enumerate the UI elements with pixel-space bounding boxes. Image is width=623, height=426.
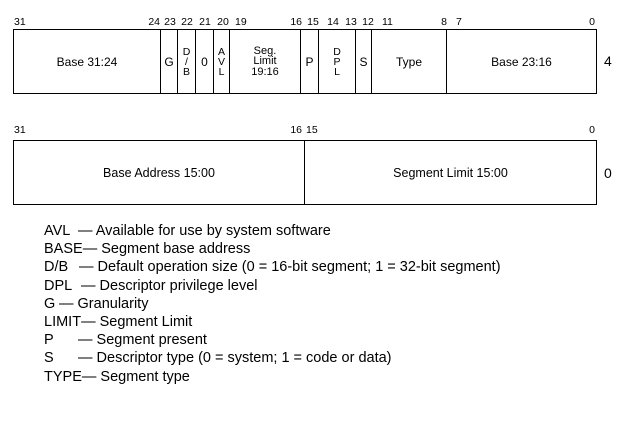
bit-21-label: 21 [199,16,211,28]
lower-bit-0-label: 0 [589,124,595,136]
field-reserved-zero-label: 0 [201,54,208,69]
legend-description: — Default operation size (0 = 16-bit seg… [79,259,501,276]
field-seg-limit-line-2: Limit [253,55,277,68]
legend-item: D/B — Default operation size (0 = 16-bit … [44,258,501,276]
legend-term: LIMIT [44,314,82,331]
legend-description: — Segment type [81,368,190,385]
bit-14-label: 14 [327,16,339,28]
legend-description: — Descriptor type (0 = system; 1 = code … [78,350,392,367]
field-p: P [301,30,319,93]
legend-term: D/B [44,259,69,276]
field-db: D / B [178,30,196,93]
legend-item: AVL — Available for use by system softwar… [44,222,501,240]
field-g: G [161,30,178,93]
bit-20-label: 20 [217,16,229,28]
field-g-label: G [164,54,174,69]
field-base-23-16: Base 23:16 [447,30,596,93]
legend-item: G — Granularity [44,295,501,313]
upper-offset-label: 4 [604,53,612,69]
field-base-31-24: Base 31:24 [14,30,161,93]
legend-item: DPL — Descriptor privilege level [44,277,501,295]
field-avl-line-2: V [217,55,225,68]
field-type-label: Type [395,54,422,69]
field-type: Type [372,30,447,93]
legend-description: — Segment present [78,332,207,349]
bit-12-label: 12 [362,16,374,28]
field-dpl: D P L [319,30,356,93]
field-avl-line-3: L [218,65,225,78]
bit-19-label: 19 [235,16,247,28]
legend-item: BASE — Segment base address [44,240,501,258]
lower-offset-label: 0 [604,165,612,181]
field-p-label: P [305,54,314,69]
bit-11-label: 11 [382,16,393,28]
field-base-address-15-00: Base Address 15:00 [14,141,305,204]
field-dpl-line-2: P [333,55,341,68]
field-s: S [356,30,372,93]
field-base-address-label: Base Address 15:00 [103,165,215,180]
legend-term: DPL [44,277,73,294]
bit-24-label: 24 [148,16,160,28]
legend-description: — Segment base address [82,241,251,258]
field-seg-limit-line-1: Seg. [253,44,277,57]
field-dpl-line-1: D [333,45,341,58]
field-reserved-zero: 0 [196,30,214,93]
field-db-line-3: B [182,65,190,78]
upper-descriptor-row: Base 31:24 G D / B 0 A V L Seg. Limit 19… [13,29,597,94]
field-seg-limit-19-16: Seg. Limit 19:16 [230,30,301,93]
legend-term: AVL [44,223,71,239]
bit-15-label: 15 [307,16,319,28]
legend-description: — Segment Limit [81,314,193,331]
bit-22-label: 22 [181,16,193,28]
legend-term: G [44,295,56,312]
lower-bit-31-label: 31 [14,124,26,136]
lower-bit-15-label: 15 [306,124,318,136]
bit-31-label: 31 [14,16,26,28]
field-avl-line-1: A [217,45,225,58]
legend-description: — Granularity [59,295,149,312]
lower-descriptor-row: Base Address 15:00 Segment Limit 15:00 [13,140,597,205]
bit-8-label: 8 [441,16,447,28]
field-avl: A V L [214,30,230,93]
field-segment-limit-15-00: Segment Limit 15:00 [305,141,596,204]
field-base-31-24-label: Base 31:24 [56,54,118,69]
bit-0-label: 0 [589,16,595,28]
field-seg-limit-line-3: 19:16 [251,65,279,78]
field-base-23-16-label: Base 23:16 [491,54,552,69]
field-s-label: S [359,54,368,69]
legend-term: TYPE [44,368,82,385]
legend-term: P [44,332,54,349]
lower-bit-16-label: 16 [290,124,302,136]
legend-term: BASE [44,241,83,258]
bit-7-label: 7 [456,16,462,28]
legend-item: TYPE — Segment type [44,368,501,386]
legend-item: LIMIT — Segment Limit [44,313,501,331]
legend: AVL — Available for use by system softwar… [44,222,501,386]
bit-23-label: 23 [164,16,176,28]
legend-description: — Available for use by system software [78,223,331,239]
field-db-line-1: D [182,45,191,58]
field-segment-limit-label: Segment Limit 15:00 [393,165,508,180]
legend-item: P — Segment present [44,331,501,349]
bit-16-label: 16 [290,16,302,28]
field-dpl-line-3: L [334,65,340,78]
legend-description: — Descriptor privilege level [81,277,258,294]
legend-term: S [44,350,54,367]
legend-item: S — Descriptor type (0 = system; 1 = code… [44,349,501,367]
bit-13-label: 13 [345,16,357,28]
field-db-line-2: / [185,55,188,68]
